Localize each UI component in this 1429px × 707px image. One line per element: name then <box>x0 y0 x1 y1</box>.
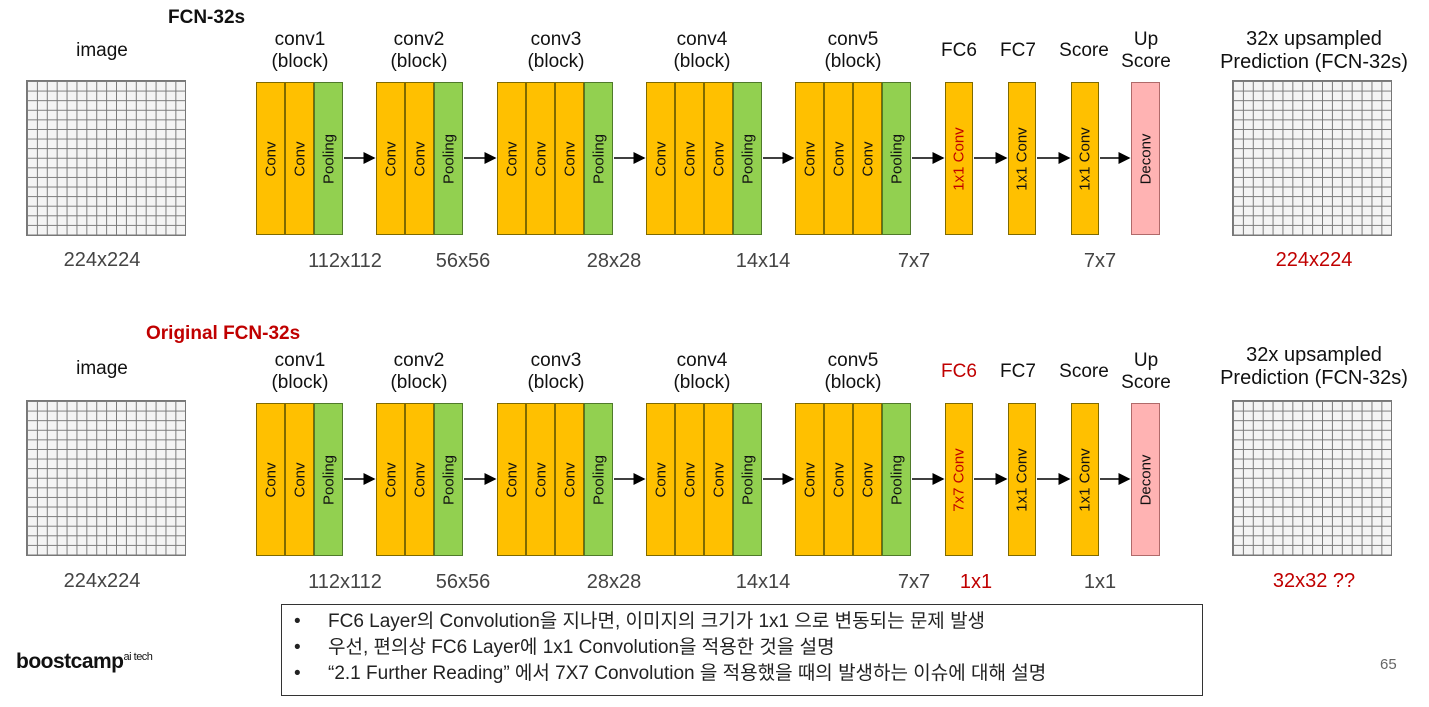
boostcamp-logo: boostcampai tech <box>16 650 153 674</box>
row1-input-size: 224x224 <box>63 249 141 271</box>
row2-fc7-label: FC7 <box>1000 361 1036 382</box>
row2-conv2-label: conv2 (block) <box>390 350 448 393</box>
row1-conv5-label: conv5 (block) <box>824 29 882 72</box>
row1-score-label: Score <box>1059 40 1109 61</box>
row2-upscore-label: Up Score <box>1121 350 1171 393</box>
note-item: “2.1 Further Reading” 에서 7X7 Convolution… <box>282 661 1202 687</box>
page-number: 65 <box>1380 656 1397 673</box>
row2-conv5-layer1: Conv <box>795 403 824 556</box>
row1-size-conv3: 28x28 <box>586 250 642 272</box>
row1-size-conv5: 7x7 <box>897 250 931 272</box>
row2-size-fc6: 1x1 <box>959 571 993 593</box>
row2-conv4-label: conv4 (block) <box>673 350 731 393</box>
row1-fc6-layer: 1x1 Conv <box>945 82 973 235</box>
note-item: FC6 Layer의 Convolution을 지나면, 이미지의 크기가 1x… <box>282 609 1202 635</box>
note-item: 우선, 편의상 FC6 Layer에 1x1 Convolution을 적용한 … <box>282 635 1202 661</box>
row1-fc7-layer: 1x1 Conv <box>1008 82 1036 235</box>
row2-score-label: Score <box>1059 361 1109 382</box>
row1-conv4-layer1: Conv <box>646 82 675 235</box>
row1-conv1-pooling: Pooling <box>314 82 343 235</box>
row1-size-score: 7x7 <box>1083 250 1117 272</box>
row1-fc6-label: FC6 <box>941 40 977 61</box>
row2-conv3-layer2: Conv <box>526 403 555 556</box>
row1-conv3-pooling: Pooling <box>584 82 613 235</box>
row1-input-label: image <box>76 40 128 61</box>
row2-conv2-layer2: Conv <box>405 403 434 556</box>
row1-conv3-layer2: Conv <box>526 82 555 235</box>
row1-score-layer: 1x1 Conv <box>1071 82 1099 235</box>
row1-conv2-pooling: Pooling <box>434 82 463 235</box>
row2-size-score: 1x1 <box>1083 571 1117 593</box>
row2-conv4-layer1: Conv <box>646 403 675 556</box>
row2-conv3-label: conv3 (block) <box>527 350 585 393</box>
row1-fc7-label: FC7 <box>1000 40 1036 61</box>
row1-input-image <box>26 80 186 236</box>
row1-conv2-label: conv2 (block) <box>390 29 448 72</box>
row1-conv5-layer2: Conv <box>824 82 853 235</box>
row1-conv3-label: conv3 (block) <box>527 29 585 72</box>
row2-conv5-label: conv5 (block) <box>824 350 882 393</box>
row1-conv1-label: conv1 (block) <box>271 29 329 72</box>
row2-fc6-label: FC6 <box>941 361 977 382</box>
row2-size-conv4: 14x14 <box>735 571 791 593</box>
row2-input-size: 224x224 <box>63 570 141 592</box>
row1-title: FCN-32s <box>168 7 246 28</box>
row1-conv5-pooling: Pooling <box>882 82 911 235</box>
row1-upscore-layer: Deconv <box>1131 82 1160 235</box>
row1-conv4-label: conv4 (block) <box>673 29 731 72</box>
row2-output-label: 32x upsampled Prediction (FCN-32s) <box>1220 344 1408 389</box>
notes-box: FC6 Layer의 Convolution을 지나면, 이미지의 크기가 1x… <box>281 604 1203 696</box>
row1-conv4-pooling: Pooling <box>733 82 762 235</box>
row2-conv3-layer3: Conv <box>555 403 584 556</box>
row1-conv4-layer3: Conv <box>704 82 733 235</box>
row1-output-label: 32x upsampled Prediction (FCN-32s) <box>1220 28 1408 73</box>
row1-conv1-layer2: Conv <box>285 82 314 235</box>
row2-conv1-layer1: Conv <box>256 403 285 556</box>
row1-conv3-layer3: Conv <box>555 82 584 235</box>
row2-conv4-layer2: Conv <box>675 403 704 556</box>
row2-output-size: 32x32 ?? <box>1272 570 1356 592</box>
row2-conv1-layer2: Conv <box>285 403 314 556</box>
row2-fc7-layer: 1x1 Conv <box>1008 403 1036 556</box>
logo-sup: ai tech <box>123 651 153 663</box>
row1-conv3-layer1: Conv <box>497 82 526 235</box>
row2-title: Original FCN-32s <box>146 323 301 344</box>
row2-size-conv1: 112x112 <box>308 571 382 593</box>
row1-conv2-layer2: Conv <box>405 82 434 235</box>
row2-size-conv3: 28x28 <box>586 571 642 593</box>
row2-conv4-layer3: Conv <box>704 403 733 556</box>
row2-input-label: image <box>76 358 128 379</box>
row2-conv5-pooling: Pooling <box>882 403 911 556</box>
row1-conv2-layer1: Conv <box>376 82 405 235</box>
row2-conv3-pooling: Pooling <box>584 403 613 556</box>
row2-conv4-pooling: Pooling <box>733 403 762 556</box>
row2-conv2-pooling: Pooling <box>434 403 463 556</box>
row1-size-conv1: 112x112 <box>308 250 382 272</box>
logo-text: boostcamp <box>16 650 124 673</box>
row1-size-conv4: 14x14 <box>735 250 791 272</box>
row1-conv4-layer2: Conv <box>675 82 704 235</box>
row2-fc6-layer: 7x7 Conv <box>945 403 973 556</box>
row1-output-size: 224x224 <box>1275 249 1353 271</box>
row1-size-conv2: 56x56 <box>435 250 491 272</box>
row2-output-image <box>1232 400 1392 556</box>
row2-size-conv5: 7x7 <box>897 571 931 593</box>
row1-conv5-layer3: Conv <box>853 82 882 235</box>
row2-score-layer: 1x1 Conv <box>1071 403 1099 556</box>
row2-conv5-layer2: Conv <box>824 403 853 556</box>
row1-conv1-layer1: Conv <box>256 82 285 235</box>
row2-conv3-layer1: Conv <box>497 403 526 556</box>
row2-conv5-layer3: Conv <box>853 403 882 556</box>
row2-conv1-pooling: Pooling <box>314 403 343 556</box>
row2-upscore-layer: Deconv <box>1131 403 1160 556</box>
row1-output-image <box>1232 80 1392 236</box>
row2-size-conv2: 56x56 <box>435 571 491 593</box>
row2-input-image <box>26 400 186 556</box>
row2-conv1-label: conv1 (block) <box>271 350 329 393</box>
row1-conv5-layer1: Conv <box>795 82 824 235</box>
row2-conv2-layer1: Conv <box>376 403 405 556</box>
row1-upscore-label: Up Score <box>1121 29 1171 72</box>
